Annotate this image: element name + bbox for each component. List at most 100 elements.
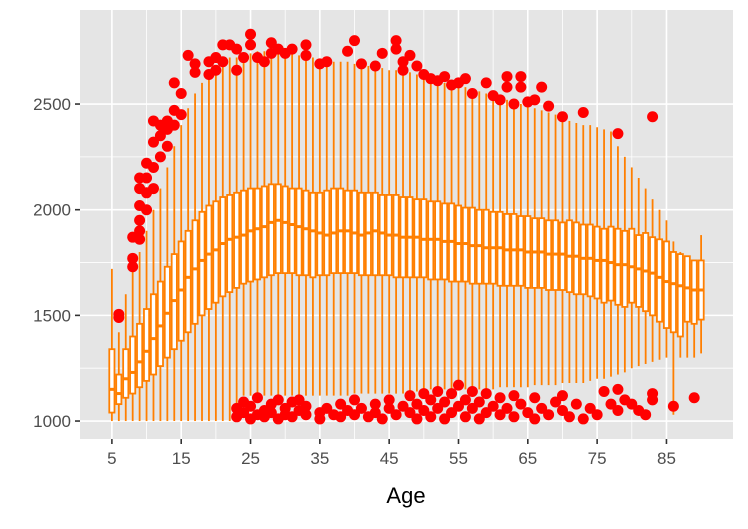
box [253, 187, 261, 281]
outlier-point [529, 392, 541, 404]
outlier-point [480, 77, 492, 89]
outlier-point [300, 49, 312, 61]
outlier-point [390, 43, 402, 55]
outlier-point [168, 77, 180, 89]
box [260, 185, 268, 279]
outlier-point [411, 60, 423, 72]
box [600, 227, 608, 304]
box [656, 238, 664, 323]
outlier-point [466, 402, 478, 414]
outlier-point [452, 400, 464, 412]
outlier-point [147, 161, 159, 173]
box [621, 229, 629, 308]
y-tick-label: 2500 [33, 95, 71, 114]
outlier-point [522, 407, 534, 419]
outlier-point [612, 383, 624, 395]
outlier-point [342, 45, 354, 57]
outlier-point [612, 404, 624, 416]
box [184, 229, 192, 334]
outlier-point [210, 64, 222, 76]
axes: 5 15 25 35 45 55 65 75 85 1000 1500 2000 2500 [33, 95, 676, 468]
outlier-point [141, 204, 153, 216]
box [129, 335, 137, 395]
outlier-point [584, 402, 596, 414]
outlier-point [647, 394, 659, 406]
outlier-point [245, 28, 257, 40]
outlier-point [127, 261, 139, 273]
outlier-point [494, 94, 506, 106]
outlier-point [591, 409, 603, 421]
outlier-point [556, 111, 568, 123]
outlier-point [418, 404, 430, 416]
outlier-point [563, 411, 575, 423]
outlier-point [134, 225, 146, 237]
outlier-point [154, 151, 166, 163]
outlier-point [231, 64, 243, 76]
outlier-point [127, 252, 139, 264]
outlier-point [515, 71, 527, 83]
box [212, 200, 220, 304]
outlier-point [556, 404, 568, 416]
outlier-point [390, 35, 402, 47]
outlier-point [258, 56, 270, 68]
outlier-point [265, 407, 277, 419]
outlier-point [418, 388, 430, 400]
box [143, 308, 151, 382]
box [649, 236, 657, 317]
box [690, 259, 698, 325]
outlier-point [154, 130, 166, 142]
outlier-point [245, 39, 257, 51]
outlier-point [515, 398, 527, 410]
outlier-point [466, 385, 478, 397]
outlier-point [667, 400, 679, 412]
box [122, 348, 130, 399]
x-tick-label: 45 [380, 449, 399, 468]
outlier-point [439, 71, 451, 83]
box [205, 204, 213, 310]
box [247, 187, 255, 283]
outlier-point [647, 111, 659, 123]
outlier-point [543, 100, 555, 112]
outlier-point [439, 396, 451, 408]
outlier-point [245, 400, 257, 412]
outlier-point [161, 140, 173, 152]
outlier-point [640, 409, 652, 421]
outlier-point [349, 35, 361, 47]
box [330, 187, 338, 275]
outlier-point [141, 172, 153, 184]
outlier-point [501, 71, 513, 83]
outlier-point [355, 58, 367, 70]
outlier-point [459, 411, 471, 423]
box [676, 253, 684, 338]
outlier-point [577, 413, 589, 425]
outlier-point [189, 66, 201, 78]
box [233, 191, 241, 289]
outlier-point [272, 394, 284, 406]
outlier-point [383, 394, 395, 406]
outlier-point [473, 413, 485, 425]
box [198, 210, 206, 317]
outlier-point [397, 64, 409, 76]
outlier-point [369, 398, 381, 410]
x-tick-label: 15 [172, 449, 191, 468]
outlier-point [501, 81, 513, 93]
outlier-point [147, 183, 159, 195]
x-tick-label: 55 [449, 449, 468, 468]
outlier-point [335, 411, 347, 423]
box [226, 194, 234, 294]
outlier-point [605, 398, 617, 410]
x-tick-label: 35 [310, 449, 329, 468]
outlier-point [238, 52, 250, 64]
outlier-point [404, 49, 416, 61]
outlier-point [487, 400, 499, 412]
box [281, 185, 289, 275]
outlier-point [265, 37, 277, 49]
box [274, 183, 282, 275]
boxplots [108, 51, 705, 422]
outlier-point [349, 394, 361, 406]
x-tick-label: 65 [518, 449, 537, 468]
outlier-point [508, 411, 520, 423]
outlier-point [321, 56, 333, 68]
box [586, 223, 594, 298]
